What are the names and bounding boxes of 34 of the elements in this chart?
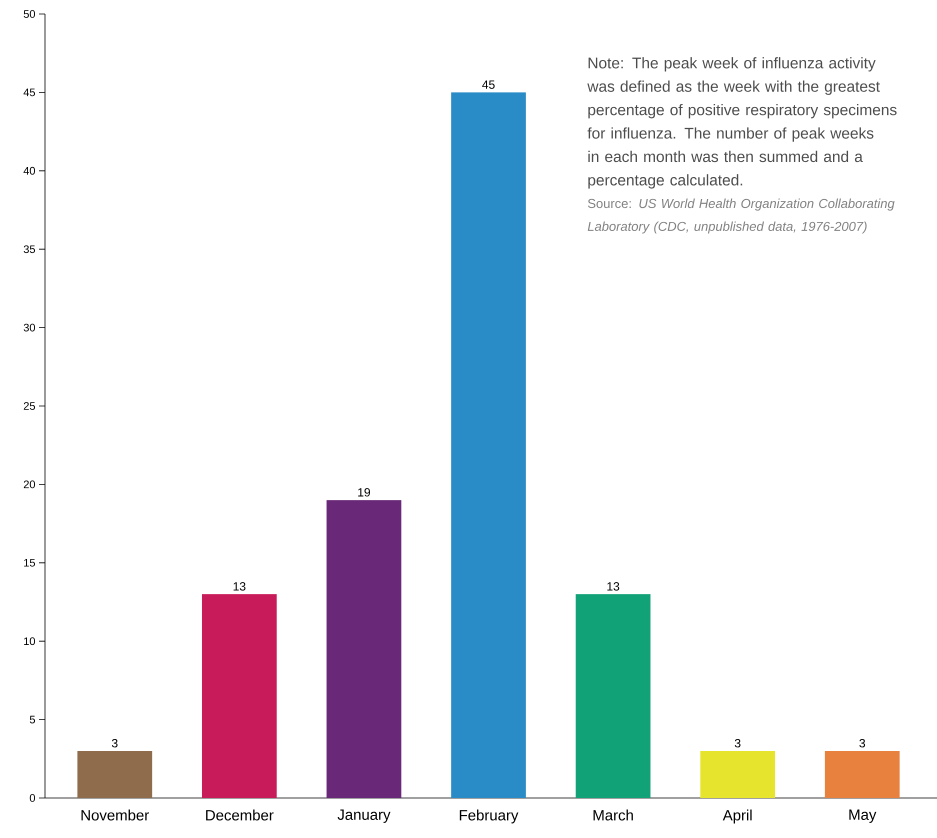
annotation: Note: The peak week of influenza activity was defined as the week with the greatest percentage of positive respiratory specimens for influenza. The number of peak weeks in each month was then summed and a percentage calculated. [587,57,897,189]
y-tick-label: 5 [30,716,36,724]
annotation: Source: US World Health Organization Collaborating Laboratory (CDC, unpublished data, 1976-2007) [588,198,895,234]
y-tick-label: 15 [24,558,36,567]
y-tick-label: 0 [30,794,36,802]
x-tick-label: December [206,810,274,820]
bar [202,594,277,798]
data-label: 13 [234,582,246,591]
y-tick-label: 50 [24,10,36,18]
x-tick-label: March [594,810,633,820]
x-tick-label: November [82,810,149,820]
data-label: 3 [734,738,740,748]
y-tick-label: 40 [24,166,36,175]
x-tick-label: May [849,810,876,823]
x-tick-label: January [338,810,390,823]
bar [576,594,650,798]
y-tick-label: 30 [24,324,36,332]
y-tick-label: 25 [24,402,36,410]
y-tick-label: 35 [24,245,36,254]
data-label: 19 [358,488,370,497]
bar [824,750,900,798]
y-tick-label: 10 [24,637,36,646]
y-tick-label: 45 [24,88,36,96]
data-label: 3 [112,738,118,748]
data-label: 45 [482,80,495,89]
data-label: 13 [607,582,620,591]
bar [77,750,152,798]
x-tick-label: April [722,810,752,824]
y-tick-label: 20 [24,480,36,488]
x-tick-label: February [460,810,518,824]
bar [700,750,776,798]
bar [326,500,402,798]
bar [451,92,526,798]
data-label: 3 [859,738,866,748]
